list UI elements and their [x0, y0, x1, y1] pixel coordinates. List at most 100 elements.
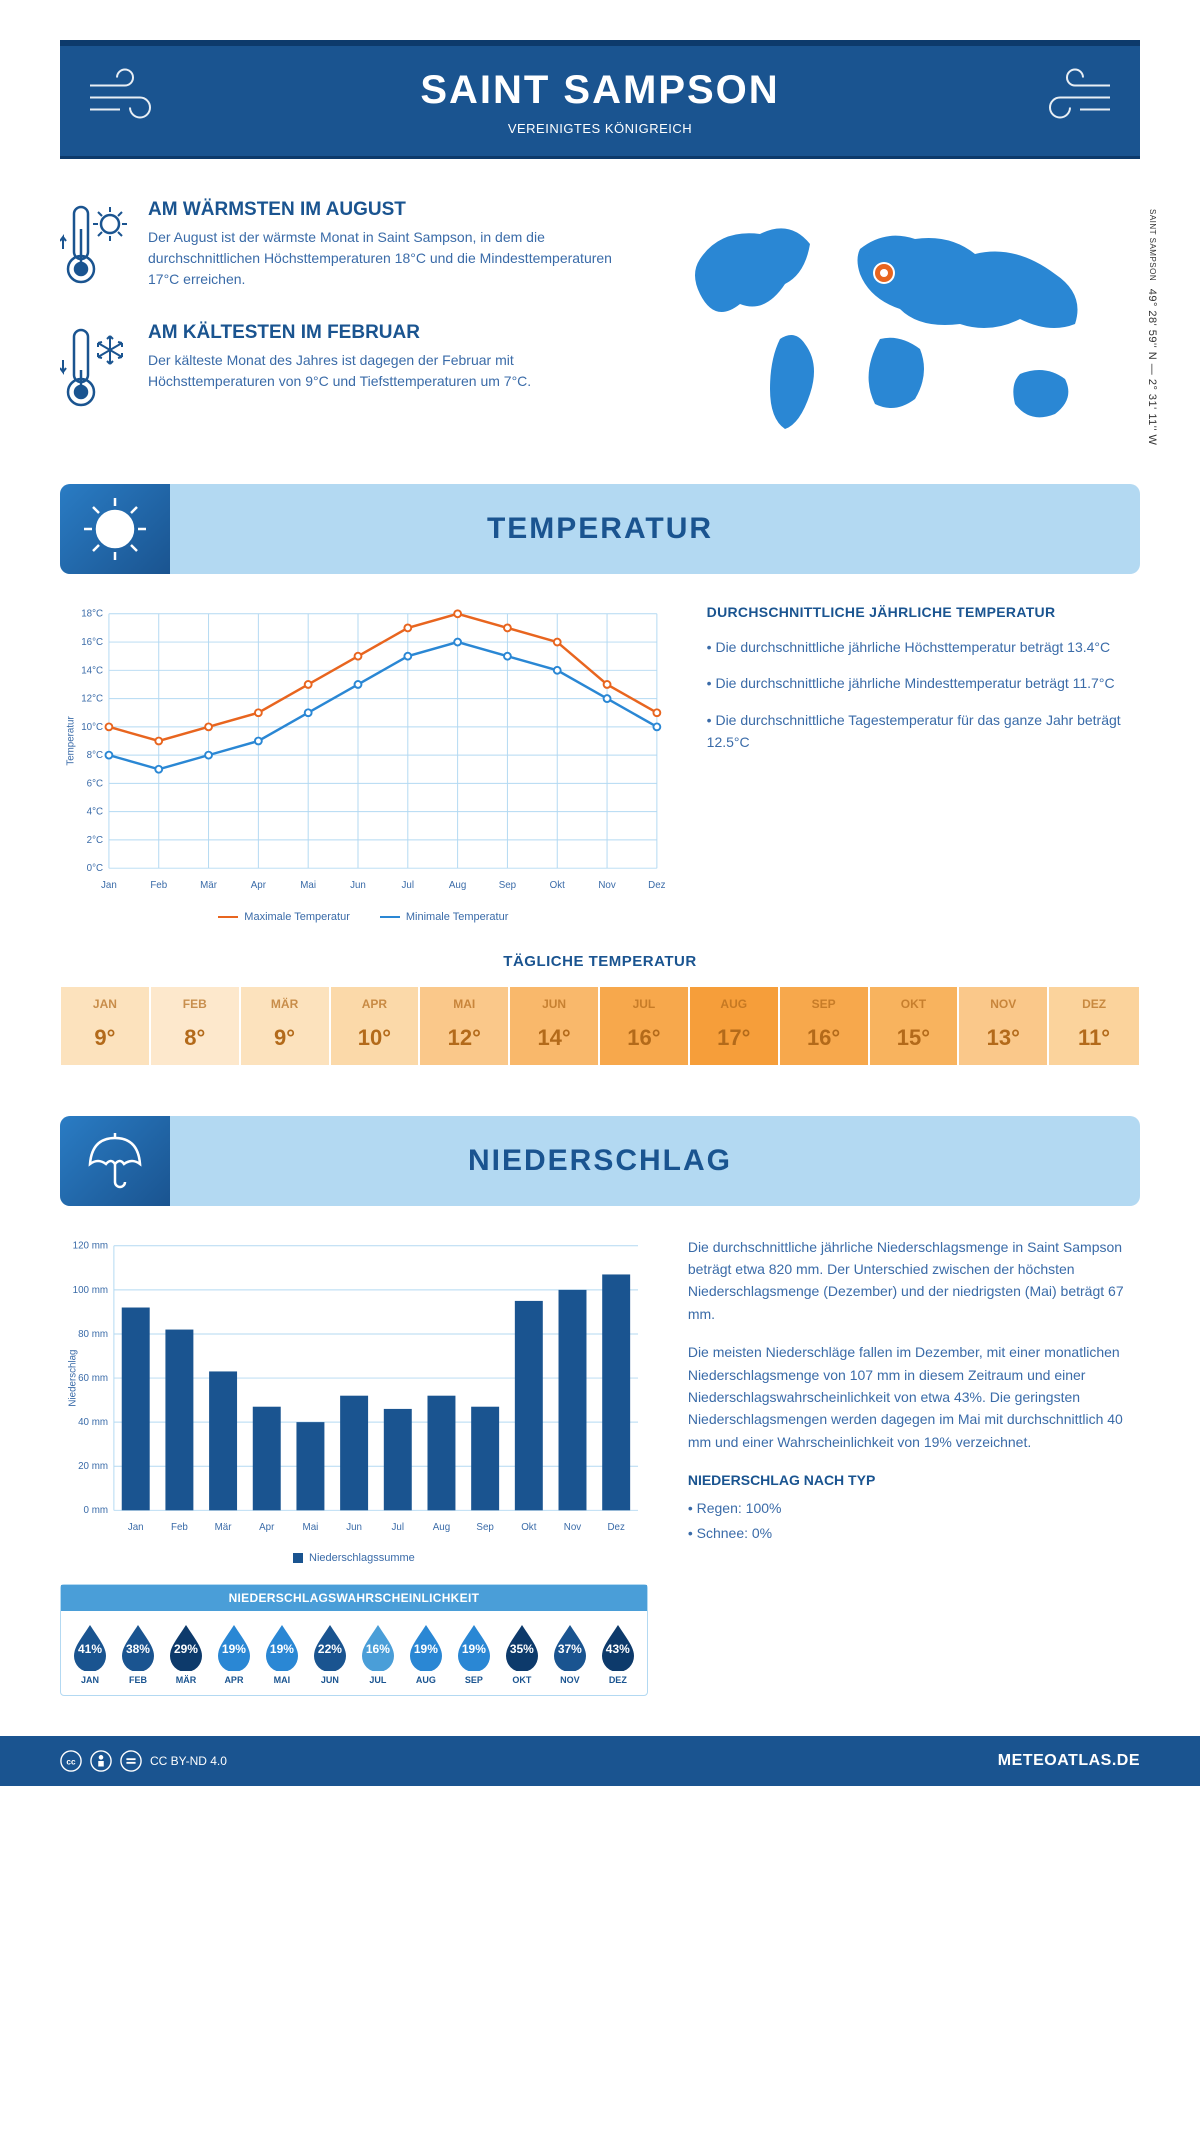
- precip-text: Die durchschnittliche jährliche Niedersc…: [688, 1236, 1140, 1697]
- svg-text:4°C: 4°C: [87, 807, 103, 818]
- coord-name: SAINT SAMPSON: [1148, 209, 1157, 281]
- precip-type-2: • Schnee: 0%: [688, 1522, 1140, 1544]
- header: SAINT SAMPSON VEREINIGTES KÖNIGREICH: [60, 40, 1140, 159]
- svg-text:Apr: Apr: [251, 880, 267, 891]
- prob-drop: 19%AUG: [403, 1623, 449, 1685]
- temp-line-chart: 0°C2°C4°C6°C8°C10°C12°C14°C16°C18°CJanFe…: [60, 604, 667, 923]
- prob-drop: 22%JUN: [307, 1623, 353, 1685]
- wind-icon-left: [85, 66, 165, 131]
- precip-left-column: 0 mm20 mm40 mm60 mm80 mm100 mm120 mmJanF…: [60, 1236, 648, 1697]
- prob-drop: 29%MÄR: [163, 1623, 209, 1685]
- temp-side-text: DURCHSCHNITTLICHE JÄHRLICHE TEMPERATUR •…: [707, 604, 1140, 923]
- daily-cell: JAN9°: [61, 987, 151, 1065]
- prob-drop: 43%DEZ: [595, 1623, 641, 1685]
- svg-text:8°C: 8°C: [87, 750, 103, 761]
- daily-cell: APR10°: [331, 987, 421, 1065]
- temp-legend: Maximale Temperatur Minimale Temperatur: [60, 911, 667, 923]
- daily-temp-heading: TÄGLICHE TEMPERATUR: [60, 953, 1140, 970]
- svg-text:Dez: Dez: [648, 880, 665, 891]
- temp-side-heading: DURCHSCHNITTLICHE JÄHRLICHE TEMPERATUR: [707, 604, 1140, 620]
- prob-drop: 38%FEB: [115, 1623, 161, 1685]
- precip-p1: Die durchschnittliche jährliche Niedersc…: [688, 1236, 1140, 1326]
- facts-column: AM WÄRMSTEN IM AUGUST Der August ist der…: [60, 199, 620, 454]
- svg-text:Mai: Mai: [303, 1521, 319, 1532]
- svg-text:Okt: Okt: [521, 1521, 536, 1532]
- fact-cold-text: Der kälteste Monat des Jahres ist dagege…: [148, 350, 620, 392]
- svg-text:12°C: 12°C: [81, 694, 103, 705]
- svg-text:Niederschlag: Niederschlag: [68, 1349, 79, 1406]
- daily-cell: MAI12°: [420, 987, 510, 1065]
- svg-text:cc: cc: [66, 1758, 76, 1767]
- svg-text:Jun: Jun: [350, 880, 366, 891]
- svg-text:Temperatur: Temperatur: [66, 716, 77, 766]
- precip-row: 0 mm20 mm40 mm60 mm80 mm100 mm120 mmJanF…: [60, 1236, 1140, 1697]
- daily-cell: OKT15°: [870, 987, 960, 1065]
- legend-min: Minimale Temperatur: [380, 911, 509, 923]
- prob-drop: 41%JAN: [67, 1623, 113, 1685]
- svg-text:Apr: Apr: [259, 1521, 275, 1532]
- umbrella-icon: [60, 1116, 170, 1206]
- daily-cell: DEZ11°: [1049, 987, 1139, 1065]
- svg-text:60 mm: 60 mm: [78, 1373, 108, 1384]
- prob-drops: 41%JAN38%FEB29%MÄR19%APR19%MAI22%JUN16%J…: [61, 1623, 647, 1685]
- precip-p2: Die meisten Niederschläge fallen im Deze…: [688, 1341, 1140, 1453]
- precip-type-heading: NIEDERSCHLAG NACH TYP: [688, 1469, 1140, 1491]
- legend-precip: Niederschlagssumme: [293, 1552, 415, 1564]
- prob-box: NIEDERSCHLAGSWAHRSCHEINLICHKEIT 41%JAN38…: [60, 1584, 648, 1696]
- coord-line: 49° 28' 59'' N — 2° 31' 11'' W: [1146, 289, 1158, 446]
- svg-text:Nov: Nov: [598, 880, 615, 891]
- svg-text:0 mm: 0 mm: [84, 1505, 108, 1516]
- coordinates: SAINT SAMPSON 49° 28' 59'' N — 2° 31' 11…: [1146, 209, 1158, 445]
- fact-warm-text: Der August ist der wärmste Monat in Sain…: [148, 227, 620, 290]
- daily-cell: JUN14°: [510, 987, 600, 1065]
- svg-text:20 mm: 20 mm: [78, 1461, 108, 1472]
- temp-bullet-3: • Die durchschnittliche Tagestemperatur …: [707, 709, 1140, 754]
- prob-drop: 19%APR: [211, 1623, 257, 1685]
- wind-icon-right: [1035, 66, 1115, 131]
- license-text: CC BY-ND 4.0: [150, 1754, 227, 1768]
- daily-cell: MÄR9°: [241, 987, 331, 1065]
- fact-warm-heading: AM WÄRMSTEN IM AUGUST: [148, 199, 620, 221]
- brand-name: METEOATLAS.DE: [998, 1752, 1140, 1770]
- svg-text:2°C: 2°C: [87, 835, 103, 846]
- prob-drop: 19%MAI: [259, 1623, 305, 1685]
- intro-row: AM WÄRMSTEN IM AUGUST Der August ist der…: [60, 159, 1140, 484]
- svg-text:Mär: Mär: [200, 880, 218, 891]
- precip-section-header: NIEDERSCHLAG: [60, 1116, 1140, 1206]
- page-subtitle: VEREINIGTES KÖNIGREICH: [60, 121, 1140, 136]
- svg-text:14°C: 14°C: [81, 665, 103, 676]
- svg-text:Jan: Jan: [101, 880, 117, 891]
- legend-max: Maximale Temperatur: [218, 911, 350, 923]
- svg-text:10°C: 10°C: [81, 722, 103, 733]
- svg-text:40 mm: 40 mm: [78, 1417, 108, 1428]
- svg-text:80 mm: 80 mm: [78, 1328, 108, 1339]
- world-map-svg: [660, 199, 1140, 449]
- svg-text:18°C: 18°C: [81, 609, 103, 620]
- svg-text:Sep: Sep: [476, 1521, 494, 1532]
- daily-cell: NOV13°: [959, 987, 1049, 1065]
- daily-temp-strip: JAN9°FEB8°MÄR9°APR10°MAI12°JUN14°JUL16°A…: [60, 986, 1140, 1066]
- svg-text:Dez: Dez: [607, 1521, 625, 1532]
- temp-title: TEMPERATUR: [170, 512, 1140, 546]
- svg-text:Aug: Aug: [433, 1521, 450, 1532]
- fact-warmest: AM WÄRMSTEN IM AUGUST Der August ist der…: [60, 199, 620, 294]
- precip-legend: Niederschlagssumme: [60, 1552, 648, 1564]
- cc-icon: cc: [60, 1750, 82, 1772]
- precip-bar-chart: 0 mm20 mm40 mm60 mm80 mm100 mm120 mmJanF…: [60, 1236, 648, 1540]
- svg-text:120 mm: 120 mm: [73, 1240, 108, 1251]
- svg-text:100 mm: 100 mm: [73, 1284, 108, 1295]
- footer: cc CC BY-ND 4.0 METEOATLAS.DE: [0, 1736, 1200, 1786]
- sun-icon: [60, 484, 170, 574]
- header-accent: [60, 40, 1140, 46]
- thermometer-snow-icon: [60, 322, 130, 417]
- svg-text:Jul: Jul: [392, 1521, 405, 1532]
- daily-cell: FEB8°: [151, 987, 241, 1065]
- page: SAINT SAMPSON VEREINIGTES KÖNIGREICH AM …: [0, 0, 1200, 1786]
- temp-bullet-1: • Die durchschnittliche jährliche Höchst…: [707, 636, 1140, 658]
- temp-chart-row: 0°C2°C4°C6°C8°C10°C12°C14°C16°C18°CJanFe…: [60, 604, 1140, 923]
- svg-text:Feb: Feb: [150, 880, 167, 891]
- svg-text:Jan: Jan: [128, 1521, 144, 1532]
- daily-cell: JUL16°: [600, 987, 690, 1065]
- fact-coldest: AM KÄLTESTEN IM FEBRUAR Der kälteste Mon…: [60, 322, 620, 417]
- prob-drop: 19%SEP: [451, 1623, 497, 1685]
